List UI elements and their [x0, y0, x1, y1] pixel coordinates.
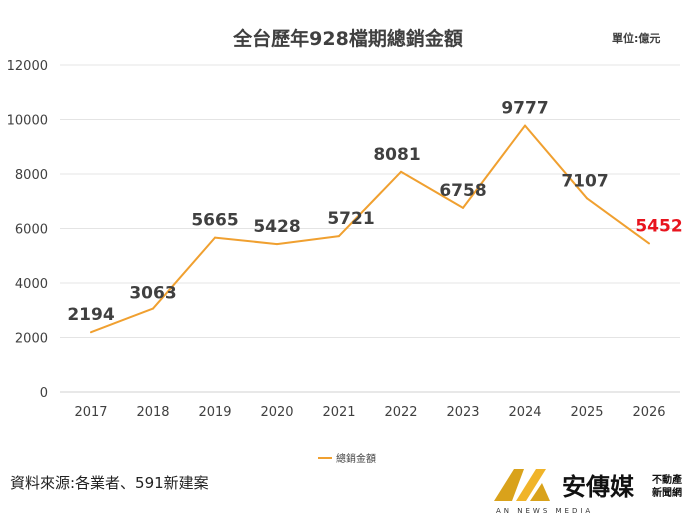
x-tick-label: 2026 [632, 405, 665, 420]
x-tick-label: 2023 [446, 405, 479, 420]
data-label: 7107 [561, 171, 608, 191]
logo-tagline-2: 新聞網 [652, 486, 682, 499]
y-tick-label: 0 [40, 386, 48, 401]
x-axis-ticks: 2017 2018 2019 2020 2021 2022 2023 2024 2025 2026 [74, 405, 665, 420]
data-label: 5721 [327, 209, 374, 229]
x-tick-label: 2020 [260, 405, 293, 420]
series-segment [400, 170, 464, 209]
data-labels: 2194 3063 5665 5428 5721 8081 6758 9777 7107 5452 [67, 99, 682, 326]
series-segment [462, 124, 526, 209]
x-tick-label: 2022 [384, 405, 417, 420]
series-segment [152, 236, 216, 310]
series-segment [276, 235, 340, 246]
x-tick-label: 2025 [570, 405, 603, 420]
data-label: 3063 [129, 284, 176, 304]
data-label: 5665 [191, 211, 238, 231]
chart-title: 全台歷年928檔期總銷金額 [233, 28, 463, 50]
x-tick-label: 2019 [198, 405, 231, 420]
series-segment [586, 197, 650, 245]
x-tick-label: 2021 [322, 405, 355, 420]
x-tick-label: 2017 [74, 405, 107, 420]
logo-tagline-1: 不動產 [652, 473, 682, 486]
data-label: 5452 [635, 216, 682, 236]
unit-label: 單位:億元 [612, 32, 661, 45]
logo-subtitle: AN NEWS MEDIA [496, 507, 593, 515]
data-label: 5428 [253, 217, 300, 237]
series-segment [90, 307, 154, 334]
logo-name: 安傳媒 [562, 473, 635, 501]
series-segment [524, 124, 588, 200]
y-tick-label: 12000 [7, 59, 48, 74]
data-label: 2194 [67, 305, 114, 325]
y-tick-label: 10000 [7, 114, 48, 129]
x-tick-label: 2018 [136, 405, 169, 420]
an-news-logo: 安傳媒 不動產 新聞網 AN NEWS MEDIA [494, 469, 682, 515]
x-tick-label: 2024 [508, 405, 541, 420]
source-note: 資料來源:各業者、591新建案 [10, 474, 209, 492]
y-axis-ticks: 0 2000 4000 6000 8000 10000 12000 [7, 59, 48, 401]
y-tick-label: 6000 [15, 223, 48, 238]
series-segment [214, 236, 278, 246]
data-label: 6758 [439, 181, 486, 201]
series-lines [90, 124, 650, 334]
series-segment [338, 170, 402, 238]
data-label: 8081 [373, 145, 420, 165]
y-tick-label: 4000 [15, 277, 48, 292]
data-label: 9777 [501, 99, 548, 119]
logo-mark-icon [494, 469, 524, 501]
y-tick-label: 2000 [15, 332, 48, 347]
legend-label: 總銷金額 [336, 452, 376, 465]
y-tick-label: 8000 [15, 168, 48, 183]
legend: 總銷金額 [318, 452, 376, 465]
gridlines [60, 64, 680, 393]
